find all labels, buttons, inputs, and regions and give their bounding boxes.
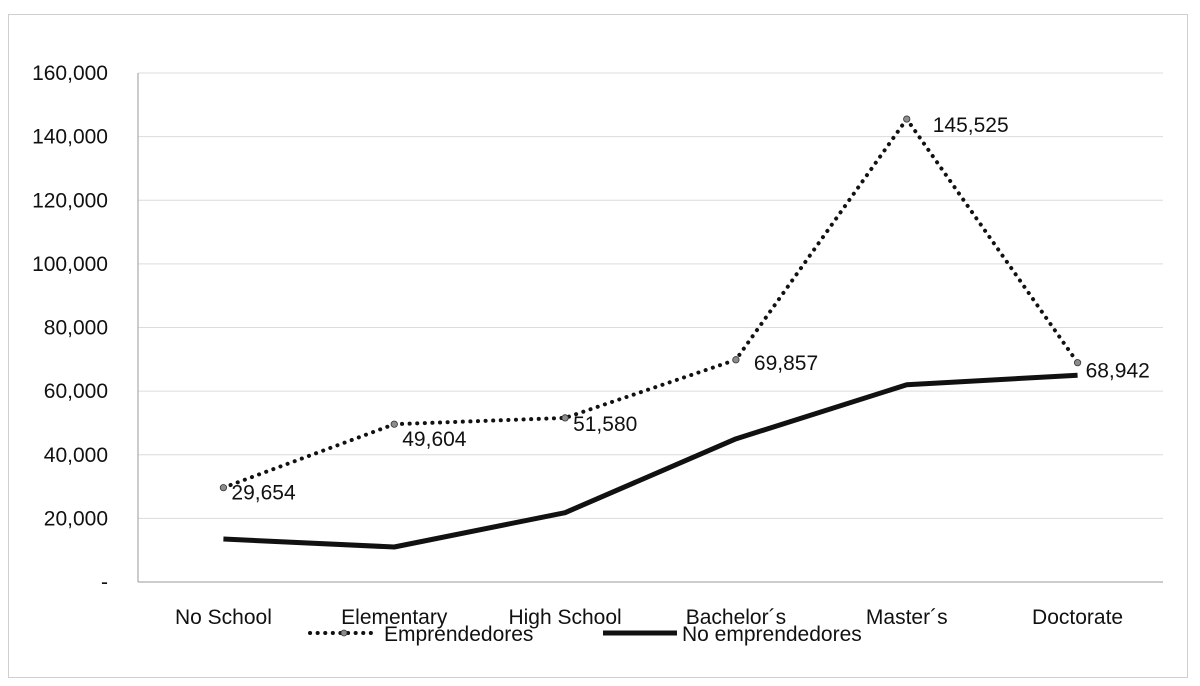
legend-label: Emprendedores	[384, 623, 533, 646]
data-point	[561, 414, 569, 422]
series-line-emprendedores	[221, 115, 1080, 490]
x-tick-label: Bachelor´s	[686, 606, 786, 629]
y-tick-label: -	[101, 571, 108, 594]
data-label: 49,604	[402, 428, 467, 451]
series-lines	[219, 115, 1082, 550]
chart-frame	[8, 14, 1188, 678]
x-tick-label: Doctorate	[1032, 606, 1123, 629]
x-tick-labels: No School Elementary High School Bachelor´s…	[175, 606, 1123, 629]
legend-marker	[340, 629, 348, 637]
x-tick-label: Master´s	[866, 606, 948, 629]
data-point	[732, 356, 740, 364]
data-label: 145,525	[933, 114, 1009, 137]
x-tick-label: High School	[508, 606, 621, 629]
data-point	[903, 115, 911, 123]
legend-label: No emprendedores	[682, 623, 862, 646]
y-tick-label: 60,000	[44, 380, 108, 403]
y-tick-label: 160,000	[32, 62, 108, 85]
y-tick-label: 120,000	[32, 189, 108, 212]
data-point	[390, 420, 398, 428]
data-label: 29,654	[231, 482, 296, 505]
x-tick-label: No School	[175, 606, 272, 629]
axes	[137, 73, 1163, 583]
data-label: 68,942	[1086, 360, 1150, 383]
y-tick-label: 100,000	[32, 253, 108, 276]
y-tick-label: 140,000	[32, 126, 108, 149]
data-labels: 29,654 49,604 51,580 69,857 145,525 68,942	[231, 114, 1149, 505]
gridlines	[138, 72, 1163, 519]
y-tick-label: 40,000	[44, 444, 108, 467]
data-label: 69,857	[754, 352, 818, 375]
y-tick-label: 80,000	[44, 317, 108, 340]
y-tick-label: 20,000	[44, 507, 108, 530]
data-point	[219, 484, 228, 492]
series-line-no-emprendedores	[223, 372, 1078, 550]
data-label: 51,580	[573, 413, 637, 436]
data-point	[1073, 359, 1082, 367]
y-tick-labels: - 20,000 40,000 60,000 80,000 100,000 120,000 1…	[32, 62, 108, 594]
x-tick-label: Elementary	[341, 606, 448, 629]
legend: Emprendedores No emprendedores	[308, 623, 862, 646]
